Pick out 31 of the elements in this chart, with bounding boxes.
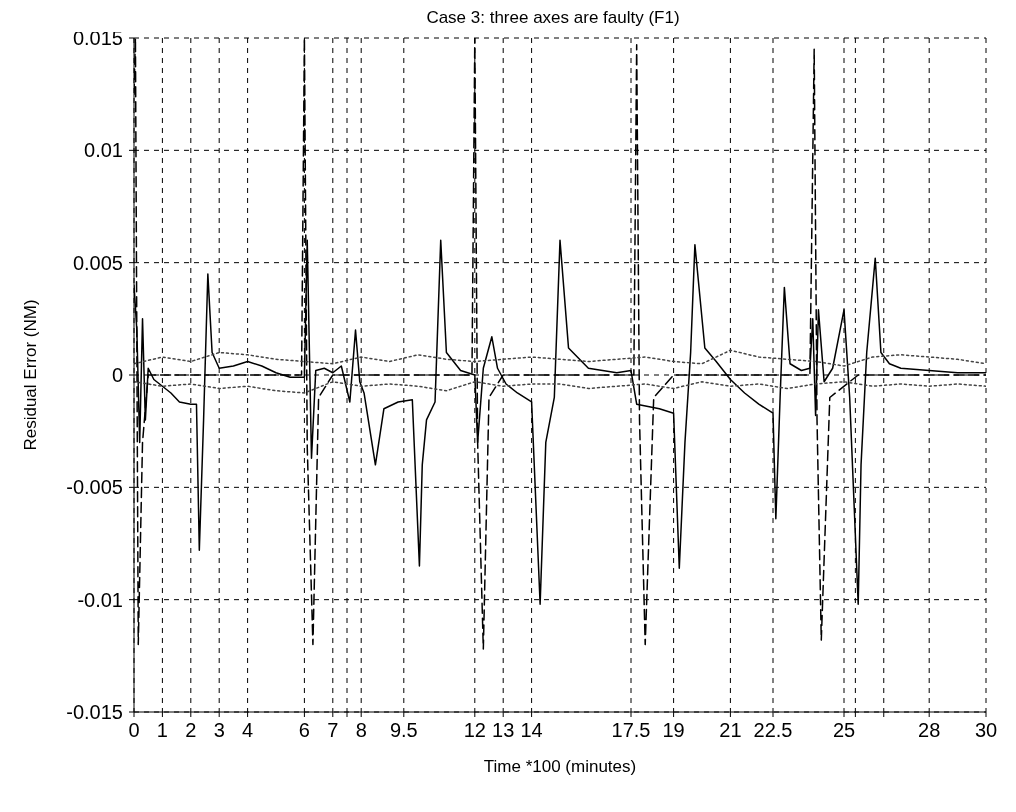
y-tick-label: 0.01 (84, 139, 123, 162)
x-tick-label: 13 (492, 719, 515, 742)
x-tick-label: 8 (355, 719, 367, 742)
x-tick-label: 28 (918, 719, 941, 742)
x-tick-label: 12 (463, 719, 486, 742)
x-tick-label: 17.5 (611, 719, 651, 742)
line-series (134, 349, 986, 367)
x-tick-label: 4 (242, 719, 254, 742)
x-tick-label: 22.5 (753, 719, 793, 742)
x-tick-label: 7 (327, 719, 339, 742)
y-tick-label: -0.005 (66, 476, 123, 499)
y-tick-label: -0.01 (77, 588, 123, 611)
x-tick-label: 1 (156, 719, 168, 742)
y-tick-label: -0.015 (66, 701, 123, 724)
x-tick-label: 19 (662, 719, 685, 742)
x-tick-label: 0 (128, 719, 140, 742)
x-tick-label: 6 (298, 719, 310, 742)
x-tick-label: 9.5 (389, 719, 418, 742)
x-tick-label: 25 (832, 719, 856, 742)
y-tick-label: 0.005 (72, 251, 123, 274)
x-tick-label: 3 (213, 719, 225, 742)
x-tick-label: 14 (520, 719, 543, 742)
x-tick-label: 21 (719, 719, 742, 742)
x-tick-label: 2 (185, 719, 197, 742)
y-axis-title: Residual Error (NM) (21, 299, 41, 451)
x-tick-label: 30 (974, 719, 998, 742)
y-tick-label: 0 (111, 364, 123, 387)
x-axis-title: Time *100 (minutes) (483, 757, 637, 776)
y-tick-label: 0.015 (72, 27, 123, 50)
chart-title: Case 3: three axes are faulty (F1) (426, 8, 680, 27)
line-series (134, 380, 986, 394)
